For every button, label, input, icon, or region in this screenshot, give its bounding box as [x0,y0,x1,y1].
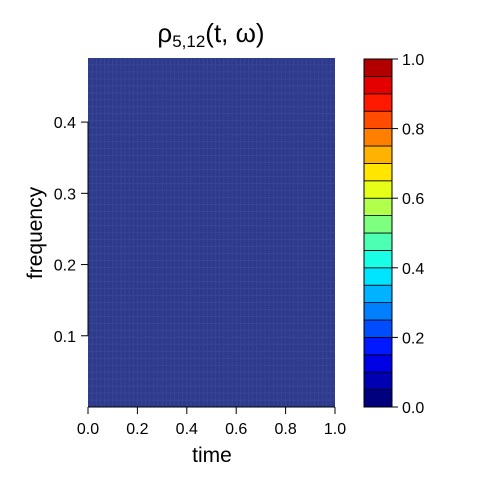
y-tick-label: 0.4 [54,115,76,132]
y-axis: 0.1 0.2 0.3 0.4 [54,115,89,346]
colorbar-swatch [363,302,393,321]
colorbar-swatch [363,232,393,251]
y-tick-label: 0.2 [54,258,76,275]
colorbar-swatch [363,162,393,182]
y-tick-label: 0.3 [54,186,76,203]
colorbar-tick-label: 0.4 [402,261,424,278]
x-tick-label: 1.0 [324,421,346,438]
x-tick-label: 0.2 [126,421,148,438]
colorbar-swatch [363,215,393,234]
colorbar-swatch [363,58,393,77]
colorbar-legend: 0.0 0.2 0.4 0.6 0.8 1.0 [363,52,424,417]
title-symbol: ρ [157,18,172,48]
chart-title: ρ5,12(t, ω) [157,18,264,51]
colorbar-swatch [363,145,393,164]
colorbar-tick-label: 0.2 [402,330,424,347]
colorbar-swatch [363,180,393,199]
colorbar-swatch [363,197,393,216]
colorbar-swatch [363,76,393,95]
colorbar-swatch [363,371,393,391]
heatmap-cell-lines [88,58,335,407]
heatmap-field [88,58,335,407]
colorbar-swatch [363,110,393,129]
x-tick-label: 0.4 [176,421,198,438]
title-subscript: 5,12 [172,32,205,51]
title-argument: (t, ω) [205,18,264,48]
colorbar-swatch [363,93,393,112]
colorbar-swatch [363,336,393,356]
x-tick-label: 0.0 [77,421,99,438]
colorbar-swatch [363,128,393,147]
y-axis-title: frequency [24,186,47,279]
colorbar-swatch [363,319,393,338]
colorbar-tick-label: 0.0 [402,400,424,417]
colorbar-tick-label: 0.6 [402,191,424,208]
x-tick-label: 0.6 [225,421,247,438]
x-axis-title: time [192,444,232,467]
y-tick-label: 0.1 [54,329,76,346]
colorbar-swatch [363,249,393,269]
colorbar-swatch [363,284,393,304]
colorbar-swatch [363,389,393,408]
x-axis: 0.0 0.2 0.4 0.6 0.8 1.0 [77,406,346,438]
colorbar-tick-label: 0.8 [402,122,424,139]
colorbar-frame [363,58,393,408]
colorbar-swatch [363,267,393,286]
colorbar-swatch [363,354,393,373]
x-tick-label: 0.8 [274,421,296,438]
colorbar-tick-label: 1.0 [402,52,424,69]
